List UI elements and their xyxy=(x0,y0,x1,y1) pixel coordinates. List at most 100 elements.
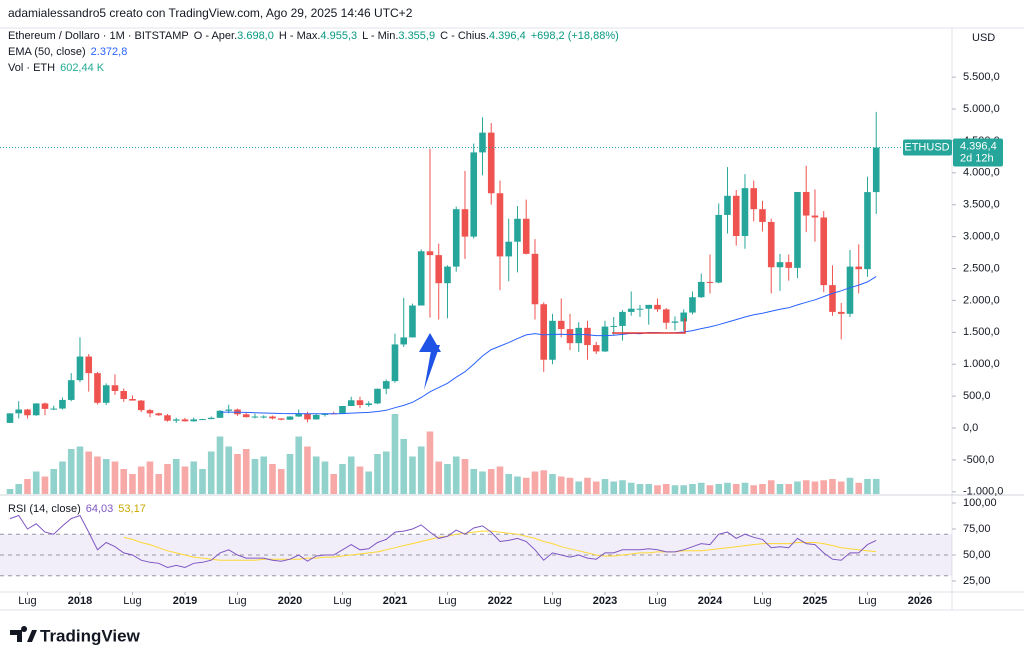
y-tick-label: 4.000,0 xyxy=(963,167,1000,179)
candle-body xyxy=(391,344,399,382)
volume-bar xyxy=(671,485,679,494)
volume-bar xyxy=(242,449,250,494)
author: adamialessandro5 creato con TradingView.… xyxy=(8,6,413,20)
candle-body xyxy=(829,285,836,312)
y-tick-label: -1.000,0 xyxy=(963,486,1003,498)
x-tick-label: Lug xyxy=(438,595,456,607)
candle-body xyxy=(417,251,425,306)
y-tick-label: 2.000,0 xyxy=(963,294,1000,306)
volume-bar xyxy=(260,456,268,494)
candle-body xyxy=(811,215,819,218)
volume-bar xyxy=(391,414,399,494)
volume-bar xyxy=(715,484,723,494)
volume-bar xyxy=(802,480,810,494)
volume-bar xyxy=(584,477,591,494)
volume-bar xyxy=(269,464,276,494)
candle-body xyxy=(251,416,259,418)
legend-rsi: RSI (14, close) 64,03 53,17 xyxy=(8,503,146,515)
volume-bar xyxy=(689,484,696,494)
candle-body xyxy=(382,381,390,389)
candle-body xyxy=(531,253,539,305)
candle-body xyxy=(741,188,749,236)
candle-body xyxy=(85,356,93,374)
candle-body xyxy=(470,152,478,237)
candle-body xyxy=(347,400,355,407)
volume-bar xyxy=(312,456,320,494)
volume-bar xyxy=(146,461,154,494)
candle-body xyxy=(76,356,84,381)
candle-body xyxy=(374,388,381,404)
x-tick-label: 2019 xyxy=(173,595,197,607)
volume-bar xyxy=(435,461,443,494)
y-tick-label: 0,0 xyxy=(963,422,978,434)
badge-price-bg xyxy=(953,138,1003,167)
candle-body xyxy=(242,414,250,418)
candle-body xyxy=(295,413,303,417)
candle-body xyxy=(277,418,285,420)
candle-body xyxy=(601,326,609,352)
volume-bar xyxy=(531,471,539,494)
candle-body xyxy=(479,132,486,153)
volume-bar xyxy=(619,480,626,494)
candle-body xyxy=(164,415,171,421)
volume-bar xyxy=(50,469,58,494)
candle-body xyxy=(759,209,766,222)
volume-bar xyxy=(59,461,66,494)
y-tick-label: 5.000,0 xyxy=(963,103,1000,115)
volume-bar xyxy=(339,464,346,494)
x-tick-label: 2018 xyxy=(68,595,92,607)
candle-body xyxy=(549,320,556,360)
low-value: 3.355,9 xyxy=(398,30,436,42)
x-tick-label: Lug xyxy=(333,595,351,607)
candle-body xyxy=(111,385,119,392)
candle-body xyxy=(837,311,845,314)
candle-body xyxy=(619,311,626,326)
volume-bar xyxy=(741,482,749,494)
line-annotation xyxy=(612,318,686,334)
y2-tick-label: 25,00 xyxy=(963,575,991,587)
x-tick-label: Lug xyxy=(228,595,246,607)
y-tick-label: 3.000,0 xyxy=(963,231,1000,243)
y-tick-label: 5.500,0 xyxy=(963,71,1000,83)
x-tick-label: 2026 xyxy=(908,595,932,607)
volume-bar xyxy=(295,436,303,494)
ema-value: 2.372,8 xyxy=(90,46,128,58)
candle-body xyxy=(94,373,101,403)
candle-body xyxy=(129,398,136,401)
volume-bar xyxy=(470,469,478,494)
candle-body xyxy=(461,209,469,237)
y2-tick-label: 75,00 xyxy=(963,523,991,535)
y-tick-label: 500,0 xyxy=(963,390,991,402)
close-label: C - Chius. xyxy=(440,30,489,42)
candle-body xyxy=(41,403,49,409)
candle-body xyxy=(610,325,618,327)
candle-body xyxy=(645,304,653,309)
x-tick-label: Lug xyxy=(123,595,141,607)
close-value: 4.396,4 xyxy=(489,30,526,42)
volume-bar xyxy=(654,485,661,494)
change: +698,2 (+18,88%) xyxy=(530,30,619,42)
volume-bar xyxy=(277,469,285,494)
vol-label: Vol · ETH xyxy=(8,62,56,74)
volume-bar xyxy=(400,439,408,494)
candle-body xyxy=(802,191,810,216)
volume-bar xyxy=(662,484,670,494)
candle-body xyxy=(269,416,276,419)
volume-bar xyxy=(549,474,556,494)
volume-bar xyxy=(487,469,495,494)
candle-body xyxy=(452,209,460,267)
volume-bar xyxy=(636,484,644,494)
y-tick-label: 1.500,0 xyxy=(963,326,1000,338)
x-tick-label: Lug xyxy=(858,595,876,607)
legend-ema: EMA (50, close) 2.372,8 xyxy=(8,46,127,58)
volume-bar xyxy=(374,454,381,494)
candle-body xyxy=(24,409,31,416)
candle-body xyxy=(846,266,854,314)
candle-body xyxy=(540,304,548,360)
y2-tick-label: 50,00 xyxy=(963,549,991,561)
volume-bar xyxy=(592,481,600,494)
rsi-line xyxy=(9,514,877,569)
volume-bar xyxy=(321,461,329,494)
volume-bar xyxy=(627,482,635,494)
volume-bar xyxy=(347,456,355,494)
